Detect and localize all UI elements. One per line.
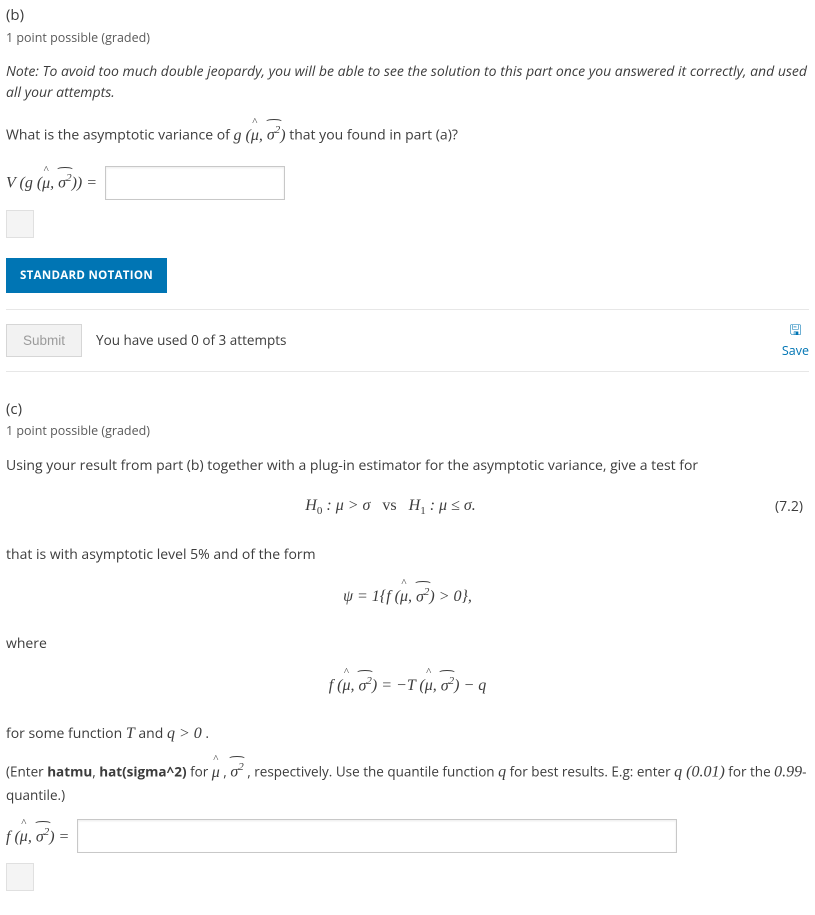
part-b-answer-input[interactable] [105,166,285,200]
part-c-line2: that is with asymptotic level 5% and of … [6,544,809,565]
part-b-submit-row: Submit You have used 0 of 3 attempts 🖫 S… [6,309,809,372]
submit-button[interactable]: Submit [6,324,82,357]
part-c-prompt: Using your result from part (b) together… [6,455,809,476]
save-icon: 🖫 [782,320,809,341]
part-b-points: 1 point possible (graded) [6,29,809,48]
part-b-lhs: V (g (μ, σ2)) = [6,169,97,195]
math-g-muhat-sigmahat: g (μ, σ2) [233,127,285,144]
part-c-answer-input[interactable] [77,819,677,853]
part-c-answer-row: f (μ, σ2) = [6,819,809,853]
part-c-line3: for some function T and q > 0 . [6,722,809,746]
where-label: where [6,633,809,654]
equation-number: (7.2) [775,496,809,517]
part-b-prompt-pre: What is the asymptotic variance of [6,126,233,145]
part-b-note: Note: To avoid too much double jeopardy,… [6,61,809,103]
part-b-answer-row: V (g (μ, σ2)) = [6,166,809,200]
psi-math: ψ = 1{f (μ, σ2) > 0}, [343,588,472,605]
save-label: Save [782,342,809,359]
fdef-line: f (μ, σ2) = −T (μ, σ2) − q [6,672,809,698]
standard-notation-button[interactable]: STANDARD NOTATION [6,258,167,293]
part-c-status-box [6,863,34,891]
part-b-label: (b) [6,4,809,27]
part-c-label: (c) [6,398,809,421]
part-c-instructions: (Enter hatmu, hat(sigma^2) for μ , σ2 , … [6,758,809,805]
save-button[interactable]: 🖫 Save [782,320,809,361]
psi-line: ψ = 1{f (μ, σ2) > 0}, [6,583,809,609]
fdef-math: f (μ, σ2) = −T (μ, σ2) − q [329,677,487,694]
hypothesis-line: H0 : μ > σ vs H1 : μ ≤ σ. (7.2) [6,494,809,520]
part-b-prompt-post: that you found in part (a)? [289,126,458,145]
part-c-lhs: f (μ, σ2) = [6,823,69,849]
hypothesis-math: H0 : μ > σ vs H1 : μ ≤ σ. [305,497,475,514]
part-c-points: 1 point possible (graded) [6,422,809,441]
attempts-text: You have used 0 of 3 attempts [96,330,286,350]
part-b-prompt: What is the asymptotic variance of g (μ,… [6,121,809,147]
part-b-status-box [6,210,34,238]
